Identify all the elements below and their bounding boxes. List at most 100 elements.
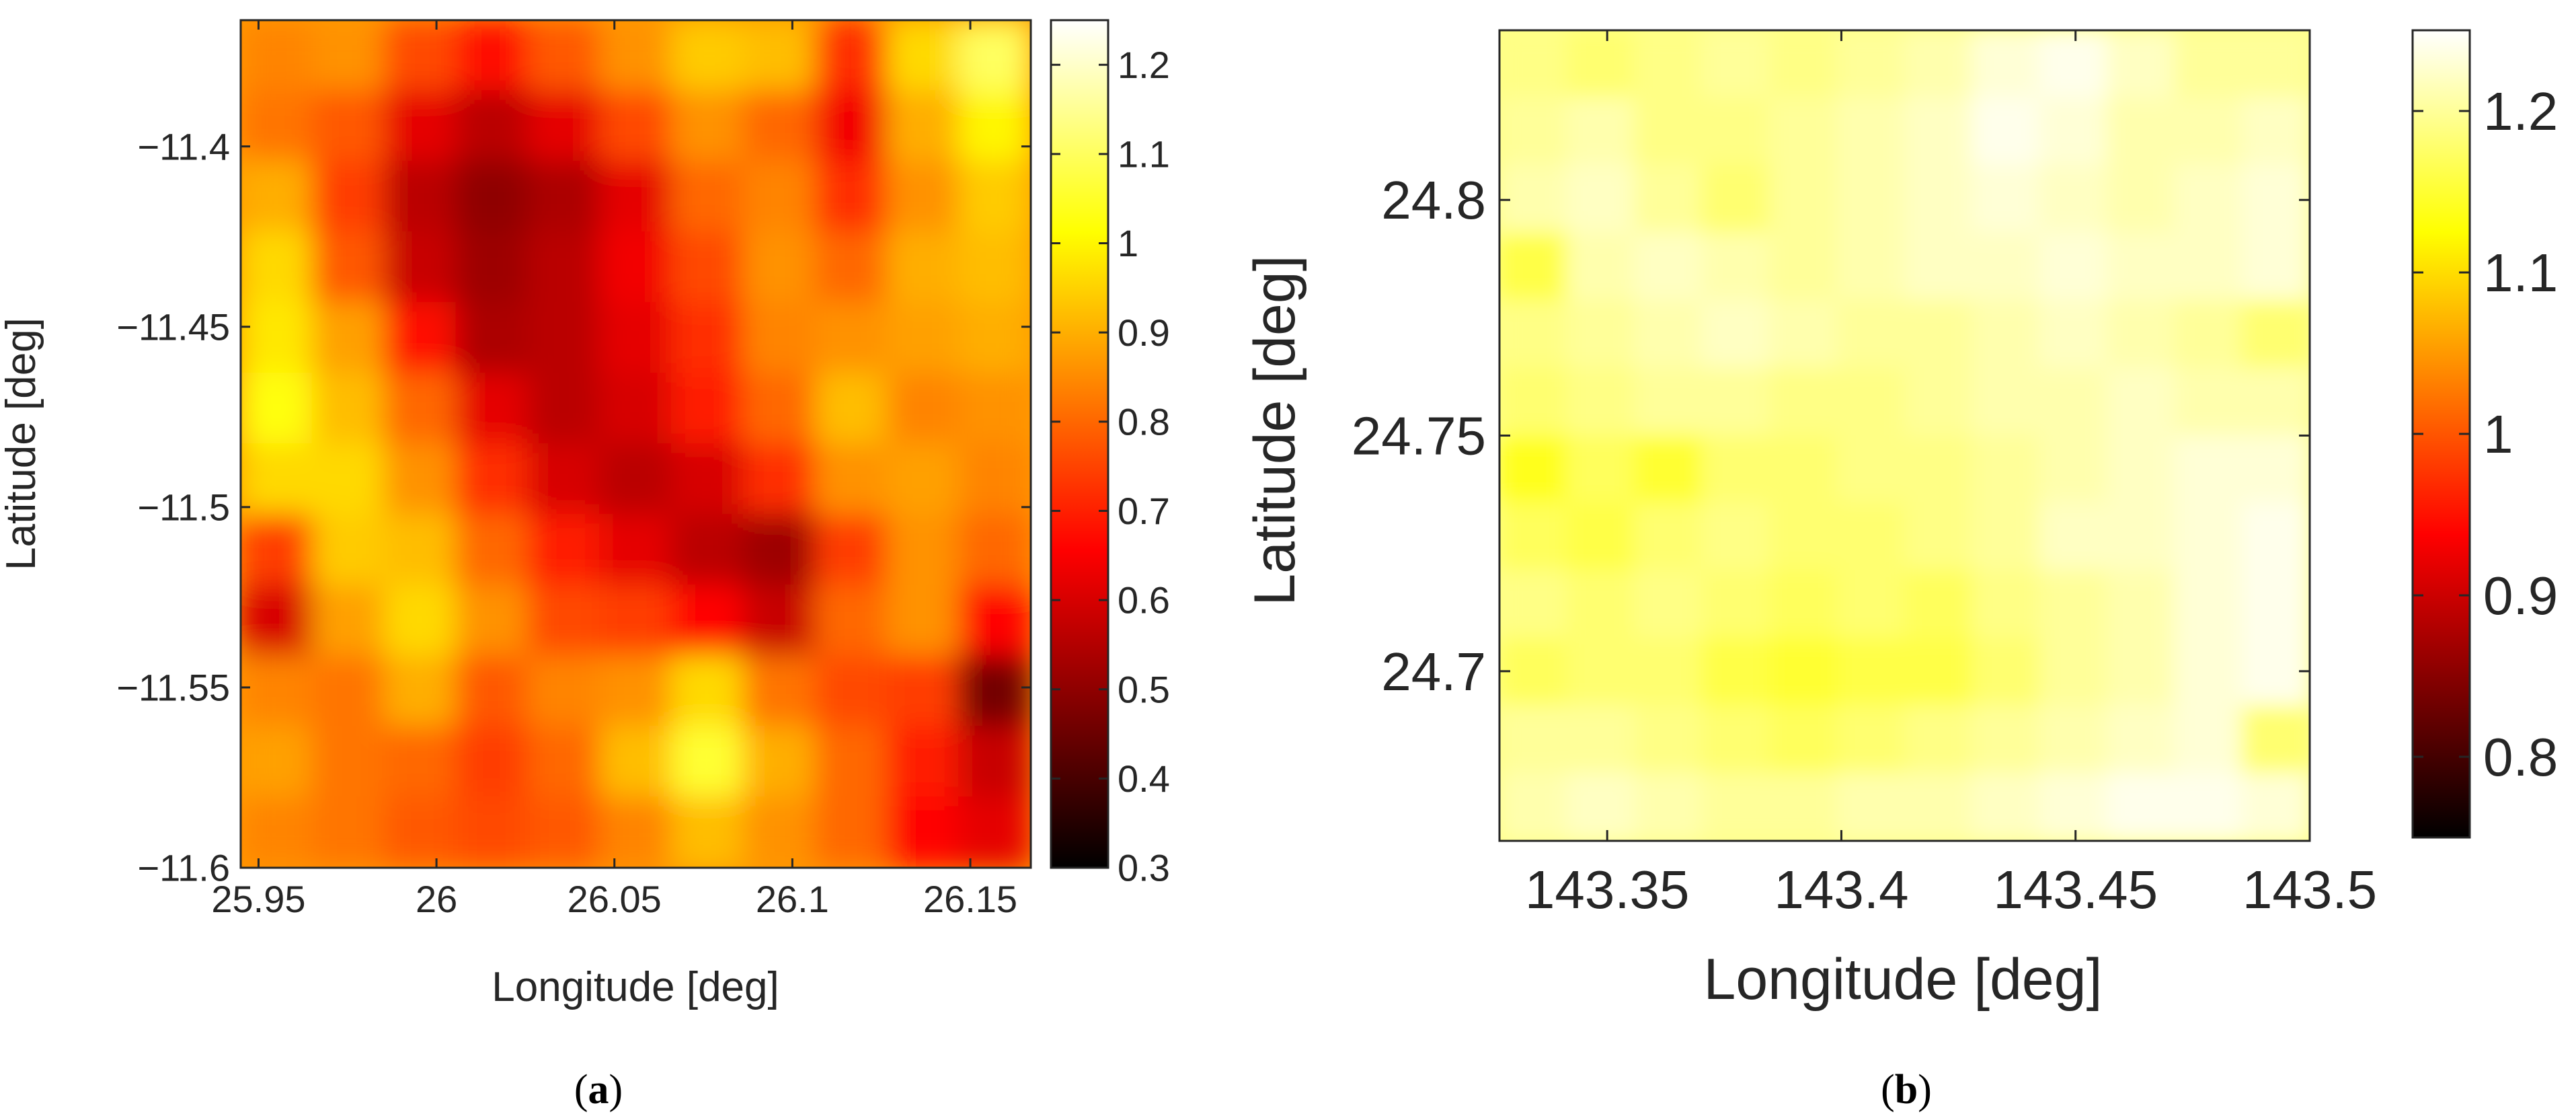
heatmap-cell	[886, 20, 960, 91]
heatmap-cell	[2174, 705, 2243, 774]
heatmap-cell	[311, 585, 385, 657]
heatmap-cell	[1904, 705, 1973, 774]
heatmap-cell	[1566, 164, 1635, 234]
heatmap-cell	[742, 585, 816, 657]
heatmap-cell	[814, 796, 888, 868]
heatmap-cell	[2174, 30, 2243, 99]
x-tick-label: 143.45	[1993, 860, 2158, 920]
heatmap-cell	[2174, 299, 2243, 369]
heatmap-cell	[742, 726, 816, 798]
heatmap-cell	[742, 655, 816, 727]
heatmap-cell	[1904, 367, 1973, 437]
heatmap-cell	[599, 231, 672, 303]
heatmap-cell	[1701, 502, 1770, 572]
heatmap-cell	[311, 90, 385, 162]
heatmap-cell	[670, 20, 744, 91]
heatmap-cell	[1904, 97, 1973, 166]
heatmap-cell	[1701, 164, 1770, 234]
colorbar-tick-label: 0.7	[1118, 490, 1170, 532]
heatmap-cell	[886, 231, 960, 303]
heatmap-cell	[1633, 435, 1703, 504]
heatmap-cell	[742, 161, 816, 233]
heatmap-cell	[2106, 367, 2176, 437]
heatmap-cell	[742, 231, 816, 303]
heatmap-cell	[383, 443, 457, 515]
heatmap-cell	[527, 443, 601, 515]
colorbar-tick-label: 0.9	[1118, 311, 1170, 354]
heatmap-cell	[2039, 502, 2108, 572]
heatmap-cell	[1971, 232, 2041, 301]
heatmap-cell	[958, 655, 1031, 727]
heatmap-cell	[1904, 299, 1973, 369]
heatmap-cell	[1836, 367, 1906, 437]
y-tick-label: −11.5	[137, 486, 230, 528]
heatmap-cell	[814, 655, 888, 727]
heatmap-cell	[2241, 705, 2310, 774]
colorbar-tick-label: 1.1	[2483, 243, 2558, 303]
heatmap-cell	[742, 302, 816, 374]
heatmap-cell	[2039, 705, 2108, 774]
heatmap-cell	[1768, 705, 1838, 774]
colorbar-tick-label: 1.2	[2483, 81, 2558, 141]
heatmap-cell	[670, 302, 744, 374]
heatmap-cell	[455, 302, 529, 374]
heatmap-cell	[742, 443, 816, 515]
heatmap-cell	[742, 20, 816, 91]
heatmap-cell	[1904, 232, 1973, 301]
panel-b-xlabel: Longitude [deg]	[1704, 947, 2103, 1012]
heatmap-cell	[1768, 570, 1838, 639]
heatmap-cell	[1836, 97, 1906, 166]
panel-b-ylabel: Latitude [deg]	[1243, 255, 1307, 605]
heatmap-cell	[527, 161, 601, 233]
heatmap-cell	[455, 585, 529, 657]
heatmap-cell	[241, 443, 313, 515]
heatmap-cell	[2106, 30, 2176, 99]
heatmap-cell	[383, 302, 457, 374]
heatmap-cell	[1701, 30, 1770, 99]
heatmap-cell	[2241, 97, 2310, 166]
panel-a-heatmap	[241, 20, 1031, 868]
heatmap-cell	[1971, 30, 2041, 99]
heatmap-cell	[383, 585, 457, 657]
heatmap-cell	[1701, 97, 1770, 166]
heatmap-cell	[814, 726, 888, 798]
heatmap-cell	[670, 655, 744, 727]
heatmap-cell	[455, 726, 529, 798]
heatmap-cell	[1904, 570, 1973, 639]
heatmap-cell	[886, 302, 960, 374]
heatmap-cell	[1768, 637, 1838, 707]
heatmap-cell	[1904, 164, 1973, 234]
heatmap-cell	[241, 20, 313, 91]
heatmap-cell	[2241, 637, 2310, 707]
heatmap-cell	[1633, 232, 1703, 301]
heatmap-cell	[455, 90, 529, 162]
y-tick-label: −11.45	[116, 305, 230, 348]
heatmap-cell	[1836, 30, 1906, 99]
heatmap-cell	[1768, 232, 1838, 301]
heatmap-cell	[2241, 30, 2310, 99]
colorbar-tick-label: 1.1	[1118, 133, 1170, 176]
y-tick-label: −11.4	[137, 125, 230, 167]
heatmap-cell	[1971, 367, 2041, 437]
heatmap-cell	[814, 231, 888, 303]
heatmap-cell	[670, 726, 744, 798]
heatmap-cell	[241, 726, 313, 798]
heatmap-cell	[599, 796, 672, 868]
panel-a-plot-frame	[239, 19, 1032, 869]
heatmap-cell	[958, 514, 1031, 586]
heatmap-cell	[1566, 570, 1635, 639]
heatmap-cell	[1971, 435, 2041, 504]
heatmap-cell	[1566, 30, 1635, 99]
heatmap-cell	[742, 373, 816, 445]
heatmap-cell	[2039, 637, 2108, 707]
heatmap-cell	[1499, 232, 1568, 301]
heatmap-cell	[886, 655, 960, 727]
heatmap-cell	[1701, 637, 1770, 707]
heatmap-cell	[2039, 435, 2108, 504]
heatmap-cell	[2174, 232, 2243, 301]
heatmap-cell	[1566, 367, 1635, 437]
heatmap-cell	[2174, 637, 2243, 707]
heatmap-cell	[2241, 570, 2310, 639]
